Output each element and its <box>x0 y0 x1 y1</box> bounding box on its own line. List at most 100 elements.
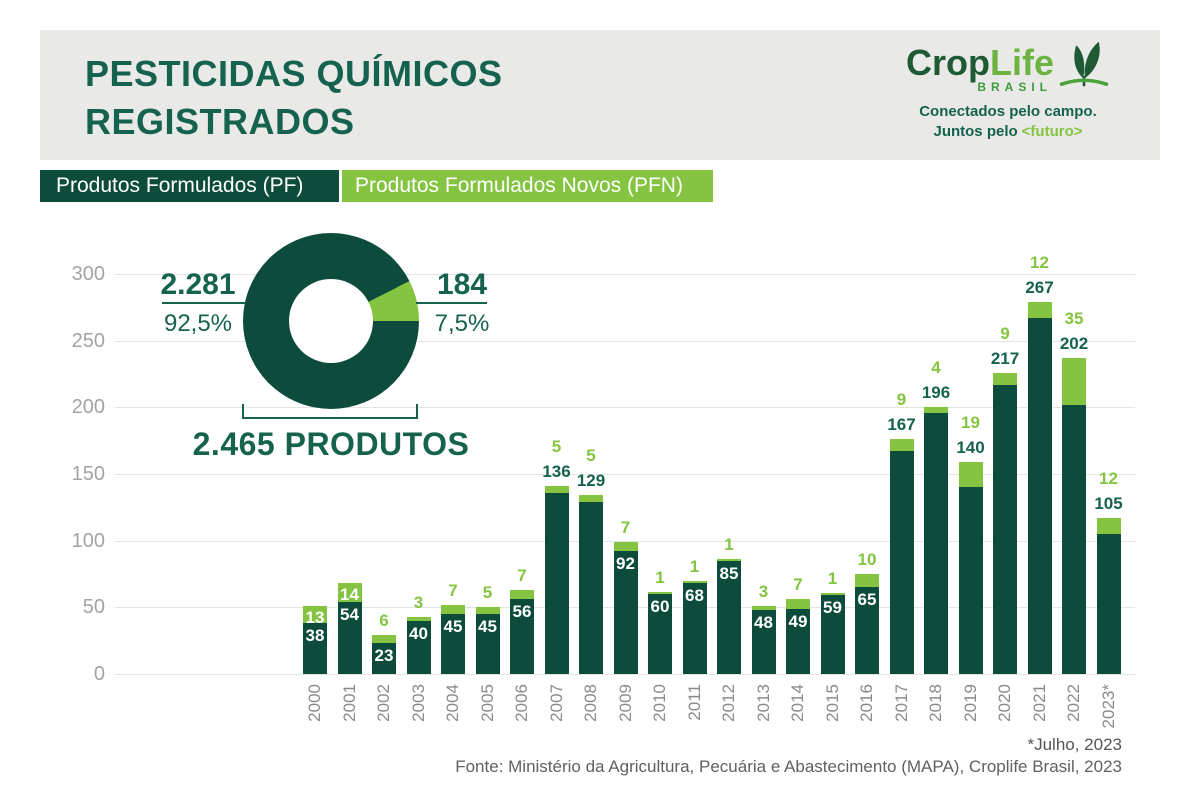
bar-2013-pf-segment[interactable] <box>751 610 776 674</box>
bar-pfn-value-label: 7 <box>448 580 458 600</box>
bar-2001-pf-segment[interactable] <box>337 602 362 674</box>
bar-2003-pfn-segment[interactable] <box>406 616 431 621</box>
bar-2015-pf-segment[interactable] <box>820 595 845 674</box>
bar-pf-value-label: 202 <box>1059 334 1089 353</box>
bar-2009-pf-segment[interactable] <box>613 551 638 674</box>
bar-2008-pfn-segment[interactable] <box>579 495 603 502</box>
bar-2007-pfn-segment[interactable] <box>544 486 569 493</box>
bar-2019-pfn-segment[interactable] <box>958 462 983 488</box>
logo-brand-brasil: BRASIL <box>977 80 1052 94</box>
logo-tagline-futuro: <futuro> <box>1021 123 1083 140</box>
bar-pf-value-label: 23 <box>374 646 394 666</box>
legend-item-pfn[interactable]: Produtos Formulados Novos (PFN) <box>342 170 713 202</box>
x-axis-tick-label: 2007 <box>546 684 566 722</box>
x-axis-tick-label: 2002 <box>374 684 393 722</box>
bar-2019-pf-segment[interactable] <box>958 487 983 674</box>
bar-pfn-value-label: 9 <box>896 390 907 410</box>
bar-2011-pf-segment[interactable] <box>682 583 707 674</box>
bar-2023-pf-segment[interactable] <box>1096 534 1121 674</box>
x-axis-tick-label: 2004 <box>443 684 462 722</box>
croplife-logo: CropLife BRASIL Conectados pelo campo. J… <box>888 41 1128 142</box>
bar-2004-pf-segment[interactable] <box>441 614 465 674</box>
logo-tagline-line2: Juntos pelo <futuro> <box>888 122 1128 142</box>
bar-2020-pf-segment[interactable] <box>993 384 1017 674</box>
bar-2005-pf-segment[interactable] <box>475 614 500 674</box>
bar-2020-pfn-segment[interactable] <box>993 372 1017 385</box>
logo-brand-life: Life <box>989 42 1054 83</box>
bar-pf-value-label: 49 <box>788 611 808 631</box>
bar-pfn-value-label: 1 <box>724 534 734 554</box>
x-axis-tick-label: 2016 <box>857 684 876 722</box>
x-axis-tick-label: 2006 <box>512 684 531 722</box>
bar-2017-pf-segment[interactable] <box>889 451 914 674</box>
bar-2005-pfn-segment[interactable] <box>475 607 500 614</box>
bar-pf-value-label: 167 <box>887 415 916 435</box>
bar-2015-pfn-segment[interactable] <box>820 593 845 596</box>
bar-pf-value-label: 129 <box>576 471 606 491</box>
bar-2012-pfn-segment[interactable] <box>717 558 741 561</box>
gridline <box>115 274 1135 275</box>
x-axis-tick-label: 2010 <box>650 684 669 722</box>
bar-2003-pf-segment[interactable] <box>406 620 431 674</box>
x-axis-tick-label: 2001 <box>339 684 359 722</box>
bar-2002-pfn-segment[interactable] <box>372 635 396 644</box>
bar-2004-pfn-segment[interactable] <box>441 604 465 614</box>
bar-2014-pf-segment[interactable] <box>786 608 810 674</box>
bar-2016-pf-segment[interactable] <box>855 587 879 674</box>
bar-2009-pfn-segment[interactable] <box>613 542 638 552</box>
x-axis-tick-label: 2019 <box>960 684 980 722</box>
bar-2011-pfn-segment[interactable] <box>682 581 707 584</box>
bar-2013-pfn-segment[interactable] <box>751 606 776 610</box>
bar-2002-pf-segment[interactable] <box>372 643 396 674</box>
bar-pfn-value-label: 7 <box>517 566 527 585</box>
bar-pf-value-label: 45 <box>443 617 463 636</box>
x-axis-tick-label: 2005 <box>477 684 497 722</box>
y-axis-tick-label: 300 <box>71 263 105 285</box>
x-axis-tick-label: 2003 <box>408 684 428 722</box>
donut-total-label: 2.465 PRODUTOS <box>192 426 470 462</box>
donut-total-bracket <box>242 404 418 419</box>
x-axis-tick-label: 2017 <box>891 684 911 722</box>
page-title-line2: REGISTRADOS <box>85 101 355 142</box>
y-axis-tick-label: 150 <box>71 463 105 485</box>
bar-2000-pfn-segment[interactable] <box>303 606 327 624</box>
bar-2010-pf-segment[interactable] <box>648 594 672 674</box>
x-axis-tick-label: 2000 <box>305 684 324 722</box>
bar-2006-pf-segment[interactable] <box>510 599 534 674</box>
gridline <box>115 340 1135 342</box>
page-title: PESTICIDAS QUÍMICOS REGISTRADOS <box>85 50 503 146</box>
x-axis-tick-label: 2018 <box>926 684 945 722</box>
legend-item-pf[interactable]: Produtos Formulados (PF) <box>40 170 339 202</box>
bar-pf-value-label: 65 <box>857 590 877 610</box>
bar-2012-pf-segment[interactable] <box>717 560 741 674</box>
bar-pfn-value-label: 6 <box>379 611 389 631</box>
bar-2022-pfn-segment[interactable] <box>1062 358 1086 405</box>
bar-2006-pfn-segment[interactable] <box>510 590 534 600</box>
bar-pf-value-label: 196 <box>921 383 951 403</box>
bar-pfn-value-label: 1 <box>655 568 665 587</box>
bar-pfn-value-label: 3 <box>758 582 769 601</box>
bar-pf-value-label: 217 <box>990 348 1020 368</box>
bar-pf-value-label: 38 <box>305 626 325 646</box>
legend-item-pfn-label: Produtos Formulados Novos (PFN) <box>355 174 683 197</box>
bar-2018-pfn-segment[interactable] <box>924 407 948 413</box>
bar-2014-pfn-segment[interactable] <box>786 599 810 609</box>
bar-2021-pf-segment[interactable] <box>1027 318 1052 674</box>
bar-pf-value-label: 48 <box>754 613 773 632</box>
bar-2023-pfn-segment[interactable] <box>1096 518 1121 534</box>
donut-pf-value: 2.281 <box>160 268 236 301</box>
bar-2007-pf-segment[interactable] <box>544 492 569 674</box>
bar-2010-pfn-segment[interactable] <box>648 592 672 594</box>
bar-2022-pf-segment[interactable] <box>1062 404 1086 674</box>
bar-2000-pf-segment[interactable] <box>303 623 327 674</box>
bar-2021-pfn-segment[interactable] <box>1027 302 1052 318</box>
y-axis-tick-label: 100 <box>71 529 105 552</box>
page-title-line1: PESTICIDAS QUÍMICOS <box>85 53 503 94</box>
bar-2016-pfn-segment[interactable] <box>855 574 879 588</box>
bar-2008-pf-segment[interactable] <box>579 502 603 674</box>
x-axis-tick-label: 2014 <box>788 684 807 722</box>
bar-2001-pfn-segment[interactable] <box>337 583 362 602</box>
bar-2018-pf-segment[interactable] <box>924 412 948 674</box>
bar-2017-pfn-segment[interactable] <box>889 439 914 452</box>
